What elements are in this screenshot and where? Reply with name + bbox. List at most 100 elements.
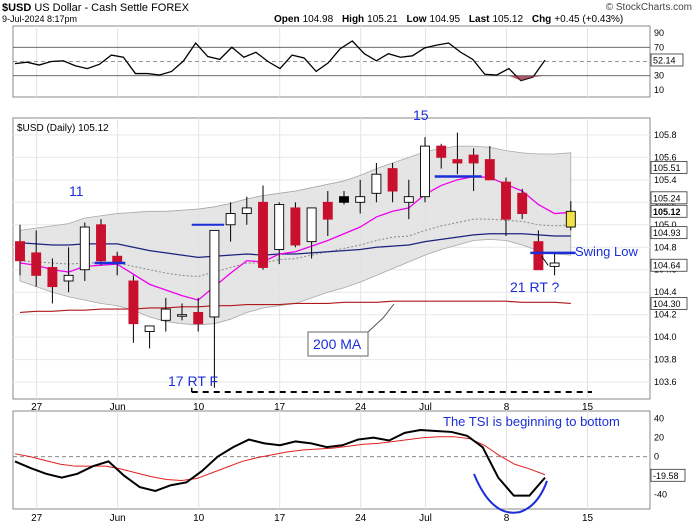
candle-body-14 <box>241 207 252 214</box>
tsi-x-label-5: Jul <box>419 513 432 524</box>
price-right-label-0: 105.51 <box>653 163 681 173</box>
axes-layer: 27 27 Jun Jun 10 10 17 17 24 24 Jul Jul 8 8 15 15 105.8 1… <box>31 28 688 524</box>
rsi-y-tick-0: 90 <box>654 28 664 38</box>
tsi-x-label-7: 15 <box>582 513 594 524</box>
tsi-current-label: -19.58 <box>653 471 679 481</box>
rsi-line <box>14 40 546 82</box>
price-y-tick-10: 103.8 <box>654 355 677 365</box>
price-right-box-3 <box>650 226 688 240</box>
candle-body-12 <box>209 229 220 318</box>
sma-200-line <box>19 300 571 314</box>
candle-body-11 <box>193 312 204 325</box>
candle-body-8 <box>144 325 155 333</box>
tsi-y-tick-0: 40 <box>654 414 664 424</box>
price-right-box-0 <box>650 161 688 174</box>
rsi-oversold-fill <box>508 75 545 81</box>
tsi-y-tick-4: -40 <box>654 490 667 500</box>
candle-body-19 <box>322 201 333 220</box>
candle-body-22 <box>371 173 382 194</box>
price-y-tick-4: 105.0 <box>654 220 677 230</box>
candle-body-30 <box>501 181 511 220</box>
candle-body-21 <box>355 196 366 203</box>
candle-body-4 <box>79 226 90 271</box>
candle-body-15 <box>258 201 268 268</box>
candle-body-26 <box>436 145 447 158</box>
price-x-label-4: 24 <box>355 402 367 413</box>
candle-body-17 <box>290 207 301 246</box>
tsi-x-label-1: Jun <box>110 513 126 524</box>
price-y-tick-11: 103.6 <box>654 377 677 387</box>
candle-body-24 <box>403 196 414 203</box>
tsi-line <box>14 429 546 497</box>
chart-datetime: 9-Jul-2024 8:17pm <box>2 14 77 24</box>
price-y-tick-2: 105.4 <box>654 175 677 185</box>
price-right-box-5 <box>650 297 688 310</box>
ohlc-readout: Open 104.98 High 105.21 Low 104.95 Last 105.… <box>274 14 623 25</box>
rsi-y-tick-4: 10 <box>654 85 664 95</box>
price-y-tick-9: 104.0 <box>654 332 677 342</box>
candle-body-28 <box>468 154 479 164</box>
price-x-label-7: 15 <box>582 402 594 413</box>
price-y-tick-8: 104.2 <box>654 310 677 320</box>
candle-body-29 <box>484 159 495 181</box>
annotations-layer: 11 15 17 RT F 21 RT ? Swing Low 200 MA T… <box>69 107 638 514</box>
swing-low-label: Swing Low <box>575 244 638 259</box>
rsi-y-tick-1: 70 <box>654 42 664 52</box>
rsi-y-tick-3: 30 <box>654 71 664 81</box>
tsi-x-label-6: 8 <box>504 513 510 524</box>
ma-long-line <box>19 233 571 259</box>
tsi-x-label-4: 24 <box>355 513 367 524</box>
candle-body-27 <box>452 159 463 164</box>
rsi-current-label: 52.14 <box>653 55 676 65</box>
candle-body-5 <box>96 224 106 262</box>
tsi-x-label-2: 10 <box>193 513 205 524</box>
tsi-current-box <box>650 468 686 482</box>
price-x-label-3: 17 <box>274 402 286 413</box>
price-right-label-5: 104.30 <box>653 299 681 309</box>
watermark: © StockCharts.com <box>606 2 692 13</box>
candle-body-9 <box>160 308 171 321</box>
price-x-label-2: 10 <box>193 402 205 413</box>
candle-body-23 <box>387 168 398 192</box>
tsi-signal-line <box>14 436 546 481</box>
price-right-label-4: 104.64 <box>653 261 681 271</box>
label-17-rt-f: 17 RT F <box>168 373 218 389</box>
price-x-label-0: 27 <box>31 402 43 413</box>
candle-body-31 <box>517 192 528 214</box>
candle-body-0 <box>15 241 25 262</box>
rsi-current-box <box>650 53 684 67</box>
price-right-label-2: 105.12 <box>653 207 681 217</box>
candle-body-7 <box>128 280 139 325</box>
price-legend: $USD (Daily) 105.12 <box>17 123 109 134</box>
swing-low-tick <box>541 255 549 266</box>
ma200-callout-pointer <box>367 303 395 333</box>
price-x-label-5: Jul <box>419 402 432 413</box>
price-y-tick-5: 104.8 <box>654 242 677 252</box>
candle-body-18 <box>306 207 317 243</box>
price-x-label-1: Jun <box>110 402 126 413</box>
candle-body-2 <box>47 267 58 288</box>
candle-body-34 <box>565 210 576 228</box>
candle-body-13 <box>225 213 236 226</box>
price-right-label-3: 104.93 <box>653 228 681 238</box>
price-x-label-6: 8 <box>504 402 510 413</box>
candle-body-32 <box>533 241 544 271</box>
price-y-tick-1: 105.6 <box>654 152 677 162</box>
candle-body-20 <box>339 196 349 203</box>
price-y-tick-7: 104.4 <box>654 287 677 297</box>
tsi-bottom-arc <box>473 473 548 514</box>
tsi-x-label-0: 27 <box>31 513 43 524</box>
tsi-y-tick-2: 0 <box>654 452 659 462</box>
tsi-layer <box>13 429 650 497</box>
tsi-y-tick-1: 20 <box>654 433 664 443</box>
rsi-layer <box>13 40 650 82</box>
label-15: 15 <box>413 107 429 123</box>
candle-body-25 <box>420 145 430 198</box>
candle-body-16 <box>274 204 285 250</box>
price-right-label-1: 105.24 <box>653 193 681 203</box>
candle-body-1 <box>31 252 42 276</box>
ma200-label: 200 MA <box>313 336 362 352</box>
tsi-note: The TSI is beginning to bottom <box>443 414 620 429</box>
